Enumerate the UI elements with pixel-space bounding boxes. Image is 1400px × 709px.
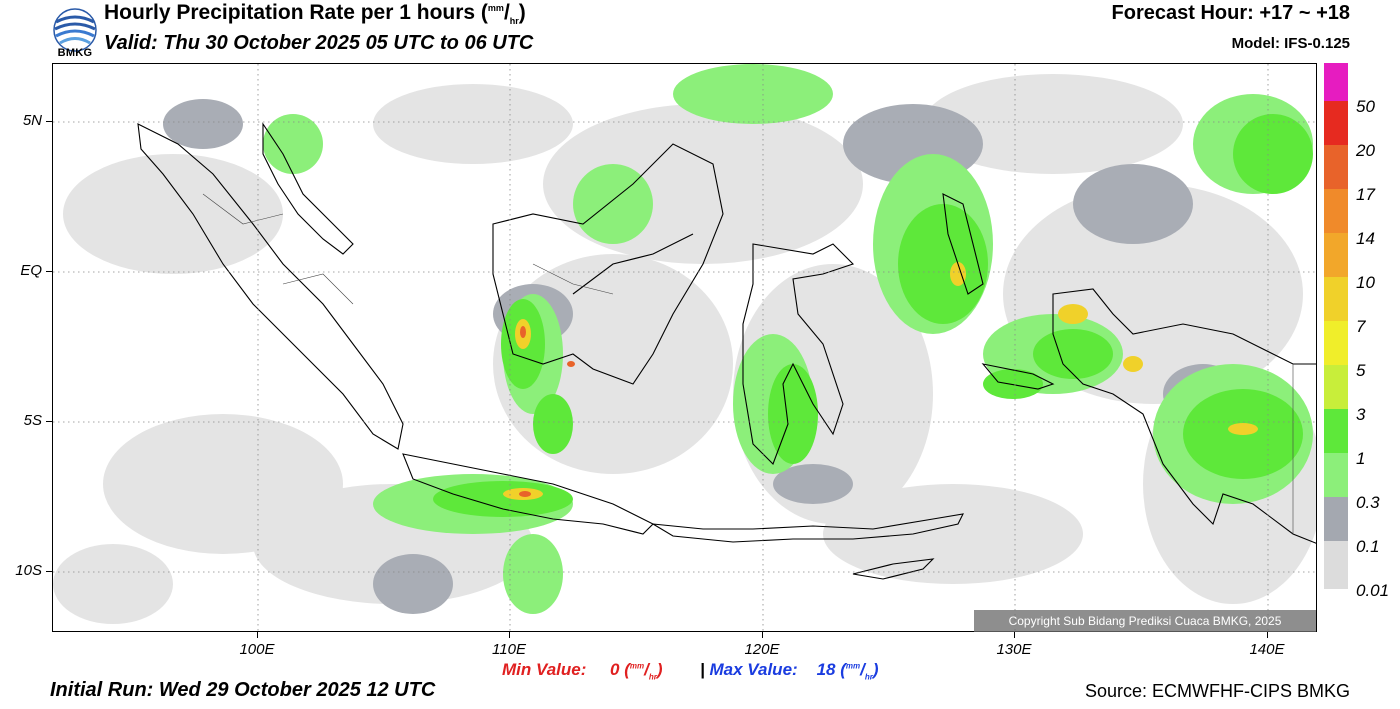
color-legend <box>1324 63 1348 589</box>
x-label-130e: 130E <box>996 641 1032 658</box>
x-label-110e: 110E <box>492 641 526 658</box>
initial-run: Initial Run: Wed 29 October 2025 12 UTC <box>50 679 436 701</box>
legend-label: 10 <box>1356 273 1375 292</box>
legend-swatch <box>1324 409 1348 453</box>
y-tick <box>46 571 52 572</box>
y-label-10s: 10S <box>15 562 42 579</box>
map-title: Hourly Precipitation Rate per 1 hours (m… <box>104 1 526 27</box>
legend-label: 5 <box>1356 361 1366 380</box>
forecast-hour: Forecast Hour: +17 ~ +18 <box>1111 2 1350 24</box>
legend-label: 20 <box>1356 141 1375 160</box>
x-tick <box>1267 632 1268 638</box>
max-value: | Max Value: 18 (mm/hr) <box>700 660 879 682</box>
legend-swatch <box>1324 541 1348 589</box>
x-label-120e: 120E <box>744 641 780 658</box>
legend-label: 7 <box>1356 317 1366 336</box>
legend-label: 14 <box>1356 229 1375 248</box>
legend-swatch <box>1324 233 1348 277</box>
copyright-notice: Copyright Sub Bidang Prediksi Cuaca BMKG… <box>974 610 1316 632</box>
x-label-100e: 100E <box>239 641 275 658</box>
valid-time: Valid: Thu 30 October 2025 05 UTC to 06 … <box>104 32 534 54</box>
legend-label: 50 <box>1356 97 1375 116</box>
legend-swatch <box>1324 101 1348 145</box>
legend-label: 3 <box>1356 405 1366 424</box>
legend-label: 0.01 <box>1356 581 1390 600</box>
legend-label: 0.1 <box>1356 537 1380 556</box>
legend-swatch <box>1324 189 1348 233</box>
x-tick <box>257 632 258 638</box>
legend-label: 0.3 <box>1356 493 1380 512</box>
y-label-eq: EQ <box>20 262 42 279</box>
bmkg-logo-text: BMKG <box>57 47 93 59</box>
legend-swatch <box>1324 145 1348 189</box>
legend-swatch <box>1324 453 1348 497</box>
legend-label: 1 <box>1356 449 1366 468</box>
y-tick <box>46 271 52 272</box>
legend-swatch <box>1324 277 1348 321</box>
legend-swatch <box>1324 63 1348 101</box>
precipitation-map <box>52 63 1317 632</box>
bmkg-logo-icon <box>53 8 97 52</box>
y-label-5s: 5S <box>23 412 42 429</box>
legend-swatch <box>1324 365 1348 409</box>
x-tick <box>762 632 763 638</box>
model-name: Model: IFS-0.125 <box>1231 35 1350 52</box>
y-tick <box>46 121 52 122</box>
min-value: Min Value: 0 (mm/hr) <box>502 660 663 682</box>
y-tick <box>46 421 52 422</box>
precipitation-field <box>53 64 1316 631</box>
legend-swatch <box>1324 497 1348 541</box>
x-label-140e: 140E <box>1249 641 1285 658</box>
data-source: Source: ECMWFHF-CIPS BMKG <box>1084 681 1350 701</box>
legend-swatch <box>1324 321 1348 365</box>
legend-label: 17 <box>1356 185 1375 204</box>
x-tick <box>1014 632 1015 638</box>
y-label-5n: 5N <box>22 112 42 129</box>
x-tick <box>509 632 510 638</box>
